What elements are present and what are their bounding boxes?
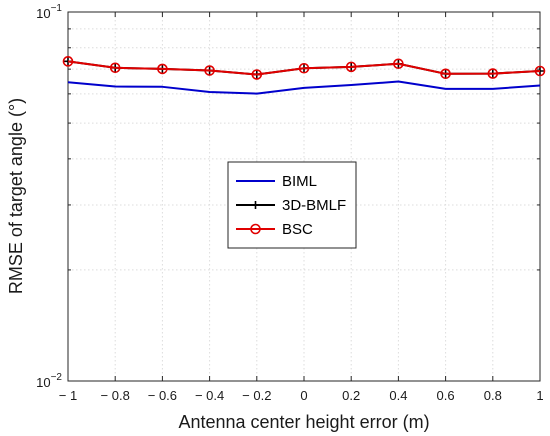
legend-label-bsc: BSC xyxy=(282,221,313,238)
data-point-bsc xyxy=(298,62,310,74)
data-point-bsc xyxy=(251,69,263,80)
x-axis: − 1 − 0.8 − 0.6 − 0.4 − 0.2 0 0.2 0.4 0.6 0.8 1 xyxy=(59,12,544,403)
x-axis-label: Antenna center height error (m) xyxy=(178,412,429,432)
data-point-bsc xyxy=(487,68,499,79)
x-tick-label: 0.2 xyxy=(342,388,360,403)
x-tick-label: − 0.6 xyxy=(148,388,177,403)
x-tick-label: 0.4 xyxy=(389,388,407,403)
x-tick-label: 0 xyxy=(300,388,307,403)
x-tick-label: − 0.8 xyxy=(101,388,130,403)
data-point-bsc xyxy=(157,63,168,75)
x-tick-label: 1 xyxy=(536,388,543,403)
data-point-bsc xyxy=(109,62,121,74)
data-point-bsc xyxy=(204,65,215,76)
data-point-bsc xyxy=(345,61,357,73)
y-tick-label-exponent: −1 xyxy=(51,3,63,14)
legend-marker-bsc xyxy=(250,223,261,235)
data-point-bsc xyxy=(393,58,404,70)
data-point-bsc xyxy=(62,56,74,67)
x-tick-label: 0.8 xyxy=(484,388,502,403)
series-group xyxy=(62,56,546,95)
series-line-biml xyxy=(67,80,541,95)
legend-label-biml: BIML xyxy=(282,173,317,190)
legend-label-3d-bmlf: 3D-BMLF xyxy=(282,197,346,214)
y-tick-label-exponent: −2 xyxy=(51,372,63,383)
x-tick-label: − 1 xyxy=(59,388,77,403)
data-point-bsc xyxy=(534,65,546,77)
y-tick-label: 10−1 xyxy=(36,3,62,21)
data-point-bsc xyxy=(440,68,451,80)
x-tick-label: − 0.4 xyxy=(195,388,224,403)
x-tick-label: 0.6 xyxy=(437,388,455,403)
x-tick-label: − 0.2 xyxy=(242,388,271,403)
series-line-bsc xyxy=(67,60,541,76)
legend-marker-3d-bmlf xyxy=(251,201,260,209)
legend: BIML 3D-BMLF BSC xyxy=(227,161,357,249)
y-axis-label: RMSE of target angle (°) xyxy=(6,98,26,294)
